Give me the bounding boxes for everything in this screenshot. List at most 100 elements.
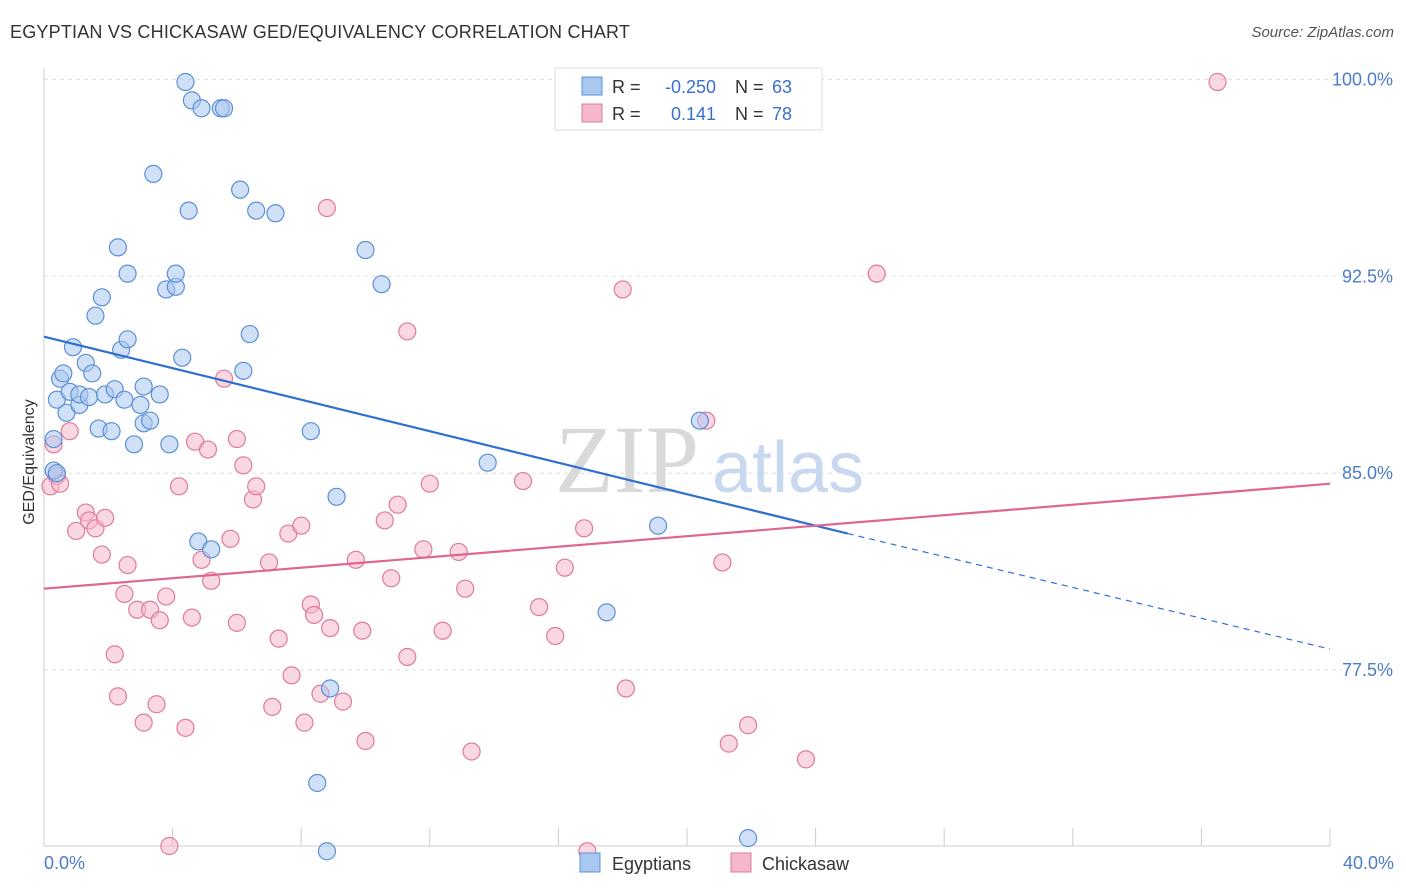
egyptians-point-12 xyxy=(79,387,99,407)
egyptians-point-59 xyxy=(648,516,668,535)
egyptians-point-31 xyxy=(150,385,169,404)
watermark-atlas: atlas xyxy=(712,428,864,508)
chickasaw-point-76 xyxy=(867,264,886,283)
egyptians-point-53 xyxy=(321,679,340,698)
egyptians-point-26 xyxy=(131,395,150,415)
series-legend-label-chickasaw: Chickasaw xyxy=(762,854,850,874)
chickasaw-trend-line xyxy=(43,482,1331,590)
chickasaw-point-10 xyxy=(95,508,115,527)
chickasaw-point-56 xyxy=(398,647,417,667)
chickasaw-point-50 xyxy=(353,621,372,640)
chickasaw-point-62 xyxy=(462,742,481,761)
legend-n-value-egyptians: 63 xyxy=(772,77,792,97)
chickasaw-point-27 xyxy=(198,440,218,459)
chickasaw-point-54 xyxy=(388,495,407,514)
legend-r-value-chickasaw: 0.141 xyxy=(671,104,716,124)
egyptians-point-14 xyxy=(86,306,105,325)
egyptians-point-46 xyxy=(234,361,253,380)
chickasaw-point-61 xyxy=(456,579,475,598)
source-credit: Source: ZipAtlas.com xyxy=(1251,24,1394,41)
chickasaw-point-69 xyxy=(613,280,632,299)
axes xyxy=(43,68,1331,847)
chickasaw-point-67 xyxy=(575,519,594,538)
chickasaw-point-35 xyxy=(247,477,266,496)
egyptians-point-22 xyxy=(115,390,134,409)
egyptians-point-37 xyxy=(176,72,195,92)
egyptians-point-30 xyxy=(144,164,163,183)
egyptians-point-48 xyxy=(247,201,266,220)
egyptians-point-1 xyxy=(44,429,63,449)
egyptians-point-33 xyxy=(160,435,179,454)
chickasaw-point-22 xyxy=(169,477,189,496)
chickasaw-point-13 xyxy=(115,584,134,604)
chickasaw-point-12 xyxy=(108,687,128,706)
egyptians-point-47 xyxy=(240,324,259,344)
chickasaw-point-46 xyxy=(317,198,337,218)
correlation-legend: R = -0.250 N = 63 R = 0.141 N = 78 xyxy=(554,67,823,131)
legend-swatch-egyptians xyxy=(581,76,603,96)
egyptians-trend-extension xyxy=(847,532,1331,650)
chickasaw-points xyxy=(41,72,1227,861)
egyptians-point-29 xyxy=(140,411,160,430)
chickasaw-point-65 xyxy=(546,626,565,646)
x-tick-label-max: 40.0% xyxy=(1343,853,1394,873)
chickasaw-point-4 xyxy=(60,422,79,441)
egyptians-point-24 xyxy=(118,264,137,283)
egyptians-point-18 xyxy=(102,422,121,441)
chickasaw-point-11 xyxy=(105,645,124,664)
chickasaw-point-38 xyxy=(269,629,288,648)
chickasaw-point-72 xyxy=(713,553,732,572)
chickasaw-point-66 xyxy=(555,558,574,577)
legend-n-label-egyptians: N = xyxy=(735,77,764,97)
chickasaw-point-5 xyxy=(67,521,86,541)
chickasaw-point-57 xyxy=(414,540,433,559)
chickasaw-point-58 xyxy=(420,474,439,493)
chickasaw-point-31 xyxy=(227,429,246,449)
chickasaw-point-63 xyxy=(513,471,533,491)
egyptians-point-2 xyxy=(47,464,66,483)
chickasaw-point-14 xyxy=(118,555,137,575)
egyptians-point-28 xyxy=(134,377,153,396)
chickasaw-point-75 xyxy=(796,750,816,769)
egyptians-point-57 xyxy=(478,453,497,472)
chickasaw-point-53 xyxy=(382,569,401,588)
egyptians-point-36 xyxy=(173,348,192,367)
egyptians-point-45 xyxy=(231,180,250,199)
egyptians-point-23 xyxy=(118,330,137,349)
chickasaw-point-23 xyxy=(176,718,195,737)
chickasaw-point-19 xyxy=(150,611,169,630)
chickasaw-point-60 xyxy=(449,542,468,562)
legend-r-value-egyptians: -0.250 xyxy=(665,77,716,97)
y-tick-label-1: 92.5% xyxy=(1342,266,1393,286)
chickasaw-point-21 xyxy=(160,836,179,856)
chickasaw-point-55 xyxy=(398,322,417,341)
chickasaw-point-28 xyxy=(202,571,221,590)
chickasaw-point-49 xyxy=(346,550,365,569)
chart-title: EGYPTIAN VS CHICKASAW GED/EQUIVALENCY CO… xyxy=(10,22,631,42)
egyptians-points xyxy=(44,72,758,861)
chickasaw-point-33 xyxy=(234,456,253,475)
egyptians-point-44 xyxy=(214,99,234,118)
chickasaw-point-36 xyxy=(259,553,279,572)
egyptians-point-13 xyxy=(83,364,102,383)
egyptians-point-50 xyxy=(301,422,320,441)
y-tick-label-0: 100.0% xyxy=(1332,69,1393,89)
chickasaw-point-9 xyxy=(92,545,111,564)
series-legend-swatch-egyptians xyxy=(579,852,601,873)
egyptians-point-62 xyxy=(738,829,758,848)
chickasaw-point-20 xyxy=(157,587,176,606)
trend-lines xyxy=(43,335,1331,650)
chickasaw-point-44 xyxy=(304,605,324,625)
legend-r-label-egyptians: R = xyxy=(612,77,641,97)
legend-n-value-chickasaw: 78 xyxy=(772,104,792,124)
series-legend-label-egyptians: Egyptians xyxy=(612,854,691,874)
series-legend: Egyptians Chickasaw xyxy=(579,852,850,874)
egyptians-trend-line xyxy=(43,335,849,535)
egyptians-point-38 xyxy=(179,201,198,220)
chickasaw-point-59 xyxy=(433,621,452,640)
egyptians-point-51 xyxy=(308,773,327,793)
egyptians-point-55 xyxy=(356,240,375,260)
chickasaw-point-41 xyxy=(292,516,311,535)
y-tick-labels: 100.0% 92.5% 85.0% 77.5% xyxy=(1332,69,1393,680)
